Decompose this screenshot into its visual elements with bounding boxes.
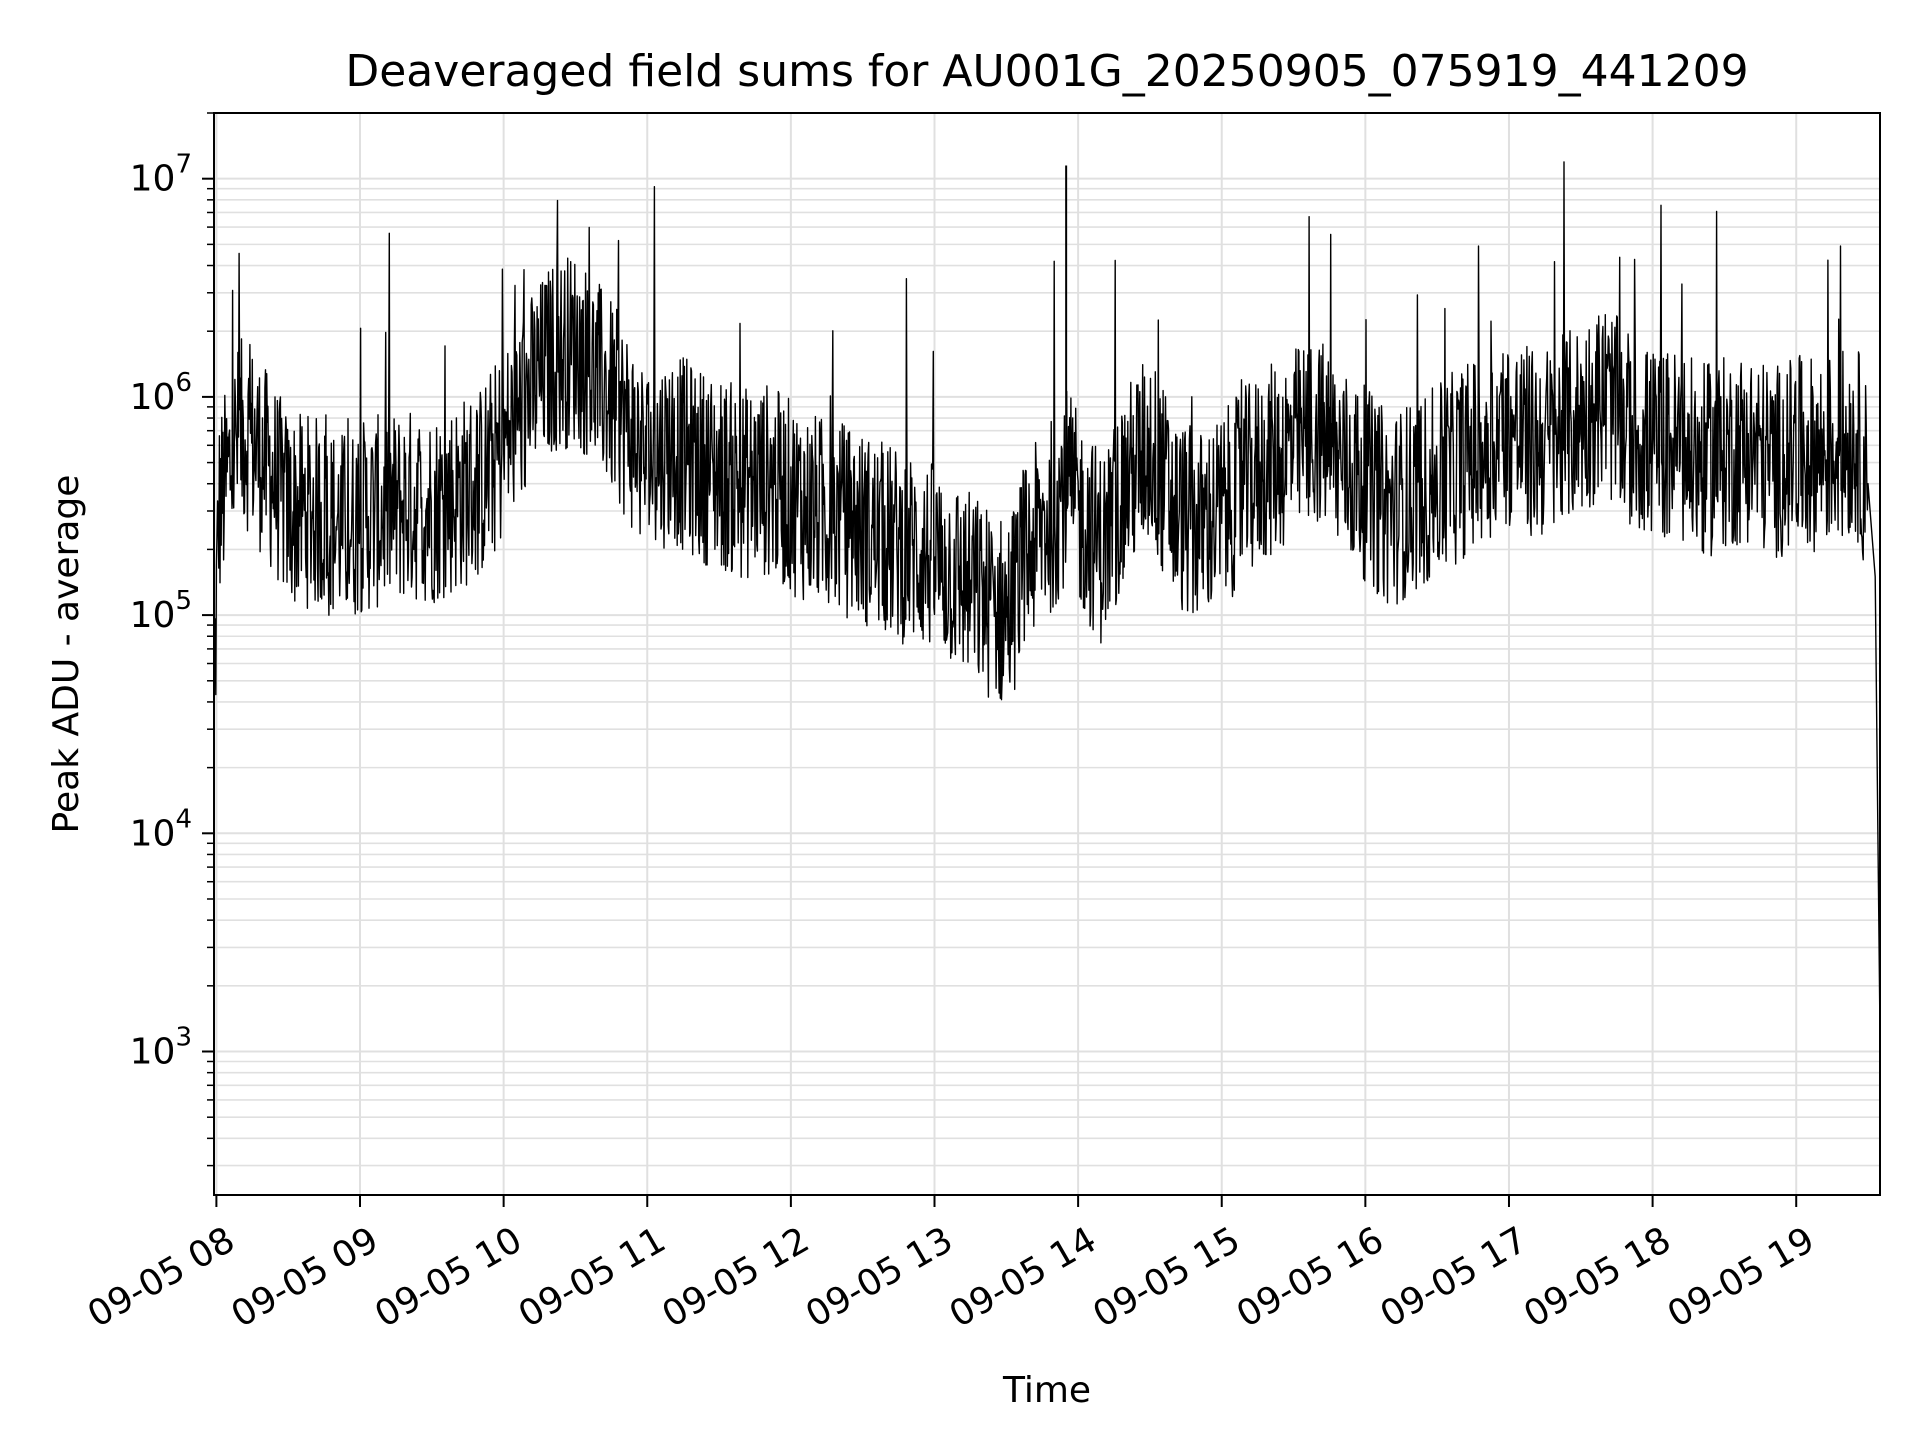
y-tick-label: 105 xyxy=(130,586,192,636)
x-axis-label: Time xyxy=(1002,1370,1091,1411)
y-tick-label: 103 xyxy=(130,1023,192,1073)
y-tick-label: 107 xyxy=(130,150,192,200)
y-tick-label-base: 10 xyxy=(130,595,176,636)
y-tick-label-exponent: 3 xyxy=(175,1023,192,1053)
data-layer xyxy=(213,161,1881,1035)
y-axis-label: Peak ADU - average xyxy=(46,475,87,834)
y-tick-label-base: 10 xyxy=(130,159,176,200)
y-tick-label-base: 10 xyxy=(130,1032,176,1073)
y-tick-label-exponent: 7 xyxy=(175,150,192,180)
y-tick-label-exponent: 6 xyxy=(175,368,192,398)
y-tick-label-base: 10 xyxy=(130,813,176,854)
y-tick-label: 104 xyxy=(130,804,192,854)
y-tick-label-base: 10 xyxy=(130,377,176,418)
series-line xyxy=(213,161,1881,1035)
chart-title: Deaveraged field sums for AU001G_2025090… xyxy=(345,46,1748,97)
y-tick-label: 106 xyxy=(130,368,192,418)
y-tick-label-exponent: 5 xyxy=(175,586,192,616)
plot-frame xyxy=(213,112,1881,1196)
y-tick-label-exponent: 4 xyxy=(175,804,192,834)
